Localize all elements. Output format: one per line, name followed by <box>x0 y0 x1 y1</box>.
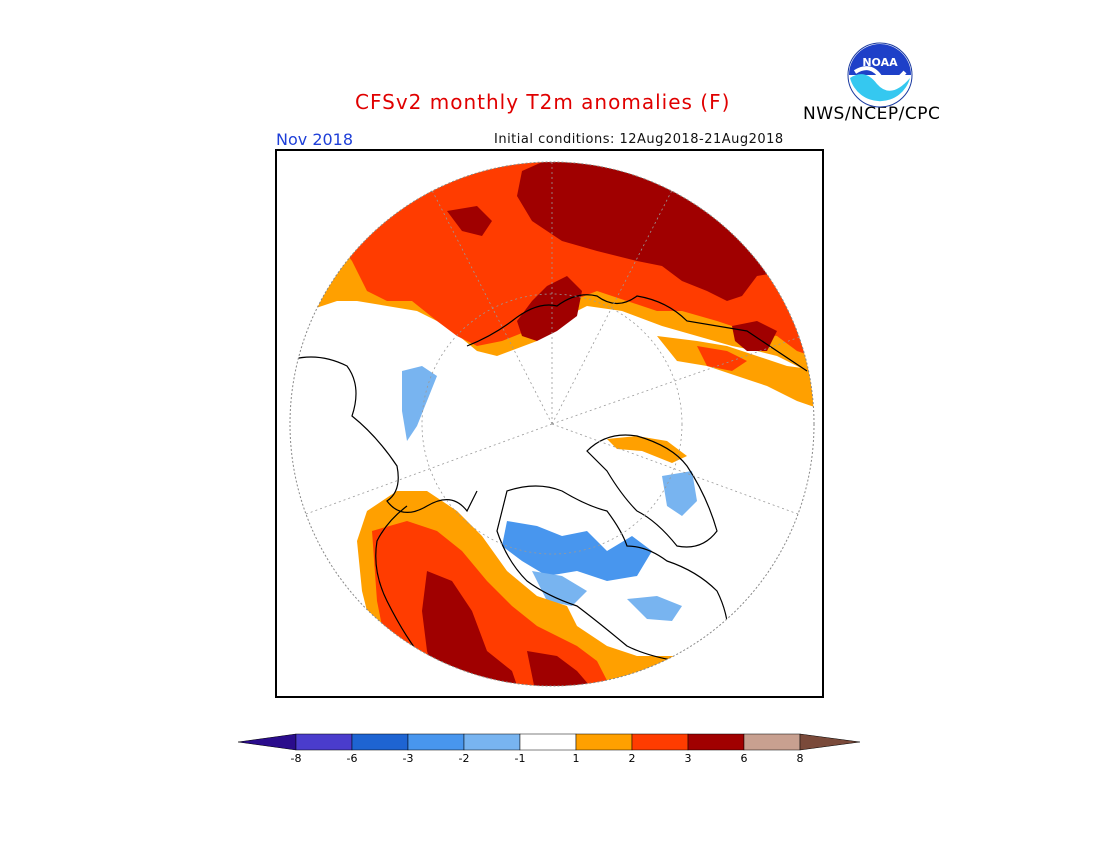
forecast-month: Nov 2018 <box>276 130 354 149</box>
anomaly-blue-canada-arctic <box>502 521 652 581</box>
colorbar-label: -2 <box>458 752 470 765</box>
colorbar-label: 8 <box>796 752 804 765</box>
colorbar-label: -8 <box>290 752 302 765</box>
colorbar-swatch <box>743 733 801 751</box>
colorbar-swatch <box>463 733 521 751</box>
colorbar-label: 6 <box>740 752 748 765</box>
colorbar-swatch <box>631 733 689 751</box>
colorbar-swatch <box>351 733 409 751</box>
map-boundary <box>289 161 815 687</box>
noaa-logo: NOAA <box>847 42 913 108</box>
anomaly-darkred-southwest <box>527 651 602 686</box>
map-title: CFSv2 monthly T2m anomalies (F) <box>355 90 731 114</box>
colorbar-high-arrow <box>799 733 861 751</box>
colorbar-swatch <box>519 733 577 751</box>
agency-label: NWS/NCEP/CPC <box>803 104 941 124</box>
anomaly-red-eastasia <box>697 346 747 371</box>
anomaly-lightblue-hudson <box>627 596 682 621</box>
graticule <box>290 162 814 555</box>
colorbar-swatch <box>295 733 353 751</box>
anomaly-lightblue-greenland <box>662 471 697 516</box>
colorbar-swatch <box>575 733 633 751</box>
colorbar-label: 2 <box>628 752 636 765</box>
colorbar-label: -6 <box>346 752 358 765</box>
initial-conditions-label: Initial conditions: 12Aug2018-21Aug2018 <box>494 132 784 147</box>
colorbar-swatch <box>407 733 465 751</box>
colorbar-label: 1 <box>572 752 580 765</box>
colorbar-label: -3 <box>402 752 414 765</box>
logo-text: NOAA <box>862 56 898 69</box>
colorbar-low-arrow <box>238 733 297 751</box>
anomaly-lightblue-canada <box>532 571 587 606</box>
anomaly-darkred-scandinavia <box>517 276 582 341</box>
colorbar-label: -1 <box>514 752 526 765</box>
anomaly-darkred-patch <box>447 206 492 236</box>
map-frame <box>275 149 824 698</box>
anomaly-orange-greenland-coast <box>607 436 687 463</box>
polar-map <box>289 161 815 687</box>
anomaly-orange-eastasia <box>657 336 814 411</box>
colorbar-label: 3 <box>684 752 692 765</box>
colorbar-swatch <box>687 733 745 751</box>
anomaly-lightblue-scandinavia <box>402 366 437 441</box>
colorbar <box>238 733 861 751</box>
